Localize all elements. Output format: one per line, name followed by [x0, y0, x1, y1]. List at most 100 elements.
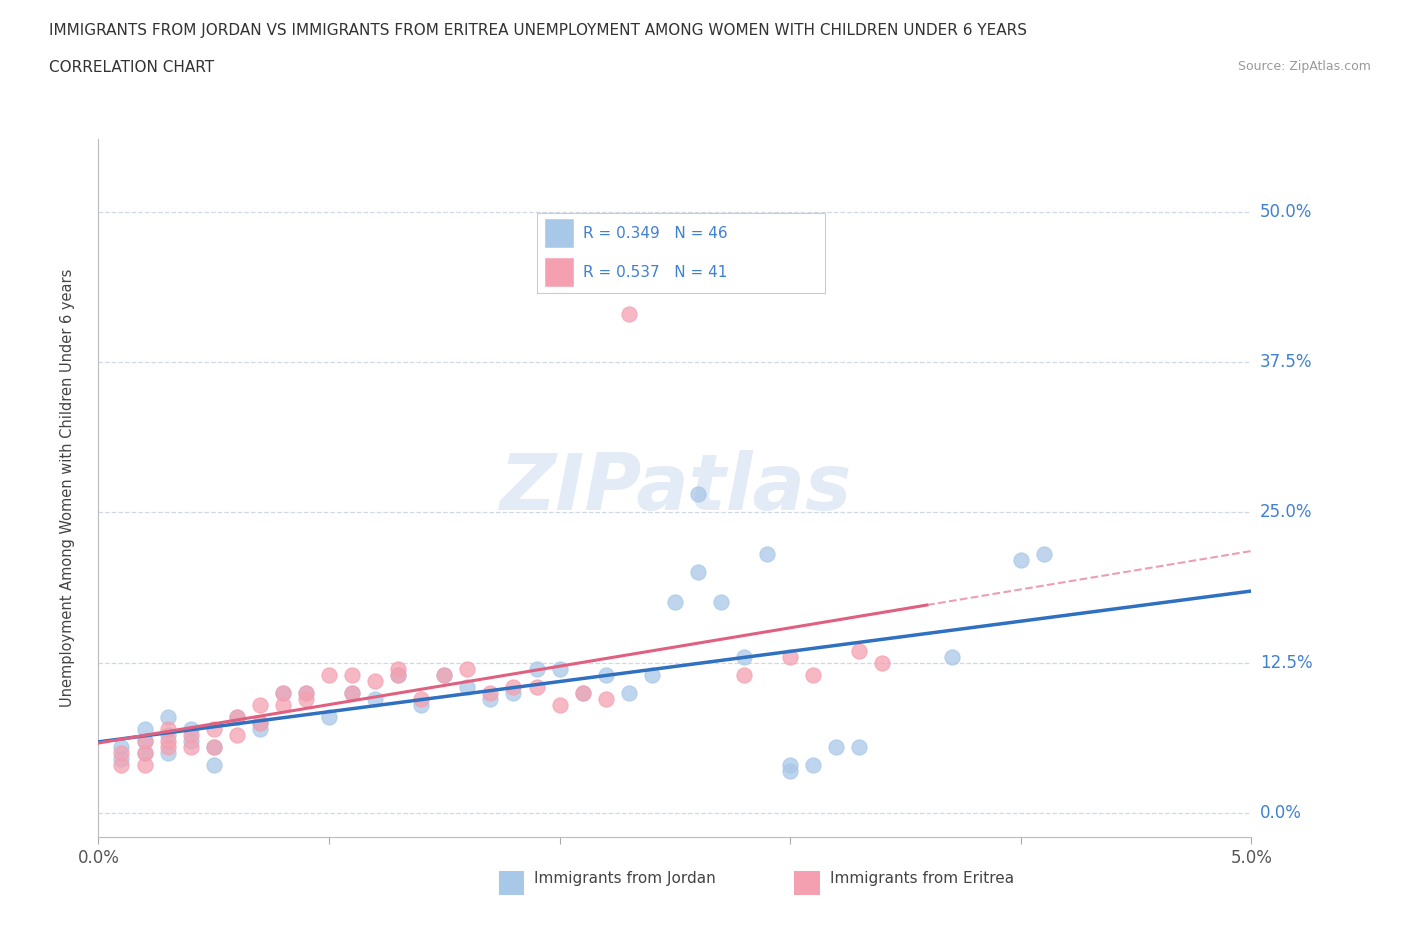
Point	[180, 734, 202, 749]
Point	[295, 691, 318, 706]
Point	[872, 656, 894, 671]
Point	[502, 685, 524, 700]
Text: R = 0.349   N = 46: R = 0.349 N = 46	[582, 226, 727, 241]
Point	[479, 691, 502, 706]
Point	[595, 667, 617, 682]
Point	[733, 667, 755, 682]
Point	[456, 679, 478, 694]
Point	[110, 745, 132, 760]
Point	[848, 644, 870, 658]
Point	[526, 679, 548, 694]
Point	[1032, 547, 1054, 562]
Point	[249, 698, 271, 712]
Point	[225, 727, 247, 742]
Point	[225, 710, 247, 724]
Point	[110, 739, 132, 754]
Point	[225, 710, 247, 724]
Point	[180, 722, 202, 737]
Point	[387, 667, 409, 682]
Text: 0.0%: 0.0%	[1260, 804, 1302, 822]
Point	[548, 698, 571, 712]
Point	[156, 722, 179, 737]
Text: Source: ZipAtlas.com: Source: ZipAtlas.com	[1237, 60, 1371, 73]
Point	[156, 734, 179, 749]
Point	[411, 691, 433, 706]
Point	[825, 739, 848, 754]
Point	[156, 739, 179, 754]
Point	[134, 734, 156, 749]
Point	[479, 685, 502, 700]
Point	[110, 757, 132, 772]
Point	[502, 679, 524, 694]
Text: R = 0.537   N = 41: R = 0.537 N = 41	[582, 265, 727, 280]
Point	[202, 722, 225, 737]
Text: ZIPatlas: ZIPatlas	[499, 450, 851, 526]
Point	[318, 710, 340, 724]
Point	[110, 751, 132, 766]
Point	[134, 722, 156, 737]
Point	[202, 739, 225, 754]
Point	[779, 757, 801, 772]
Point	[180, 727, 202, 742]
Point	[156, 727, 179, 742]
Point	[134, 734, 156, 749]
Point	[433, 667, 456, 682]
Point	[801, 757, 824, 772]
Point	[134, 745, 156, 760]
Point	[156, 710, 179, 724]
Point	[340, 685, 363, 700]
Point	[433, 667, 456, 682]
Point	[686, 565, 709, 580]
Point	[548, 661, 571, 676]
Point	[756, 547, 779, 562]
Point	[848, 739, 870, 754]
Point	[617, 685, 640, 700]
Point	[1010, 553, 1032, 568]
Point	[295, 685, 318, 700]
Point	[271, 685, 294, 700]
Point	[249, 715, 271, 730]
Point	[295, 685, 318, 700]
Point	[156, 745, 179, 760]
Point	[710, 595, 733, 610]
Point	[387, 661, 409, 676]
Point	[134, 745, 156, 760]
Point	[571, 685, 593, 700]
Point	[617, 307, 640, 322]
Point	[271, 685, 294, 700]
Point	[364, 673, 387, 688]
Bar	[546, 258, 574, 286]
Point	[733, 649, 755, 664]
Point	[664, 595, 686, 610]
Text: CORRELATION CHART: CORRELATION CHART	[49, 60, 214, 75]
Point	[779, 649, 801, 664]
Point	[180, 739, 202, 754]
Point	[456, 661, 478, 676]
Point	[941, 649, 963, 664]
Text: IMMIGRANTS FROM JORDAN VS IMMIGRANTS FROM ERITREA UNEMPLOYMENT AMONG WOMEN WITH : IMMIGRANTS FROM JORDAN VS IMMIGRANTS FRO…	[49, 23, 1028, 38]
Point	[526, 661, 548, 676]
Point	[571, 685, 593, 700]
Point	[364, 691, 387, 706]
Point	[595, 691, 617, 706]
Text: 25.0%: 25.0%	[1260, 503, 1312, 522]
Point	[340, 667, 363, 682]
Point	[134, 757, 156, 772]
Point	[249, 715, 271, 730]
Point	[641, 667, 664, 682]
Point	[249, 722, 271, 737]
Text: Immigrants from Jordan: Immigrants from Jordan	[534, 871, 716, 886]
Text: 12.5%: 12.5%	[1260, 654, 1312, 671]
Point	[801, 667, 824, 682]
Text: 37.5%: 37.5%	[1260, 353, 1312, 371]
Point	[271, 698, 294, 712]
Bar	[546, 219, 574, 248]
Point	[340, 685, 363, 700]
Point	[686, 486, 709, 501]
Text: 50.0%: 50.0%	[1260, 203, 1312, 220]
Point	[202, 757, 225, 772]
Point	[411, 698, 433, 712]
Point	[318, 667, 340, 682]
Y-axis label: Unemployment Among Women with Children Under 6 years: Unemployment Among Women with Children U…	[60, 269, 75, 708]
Point	[779, 764, 801, 778]
